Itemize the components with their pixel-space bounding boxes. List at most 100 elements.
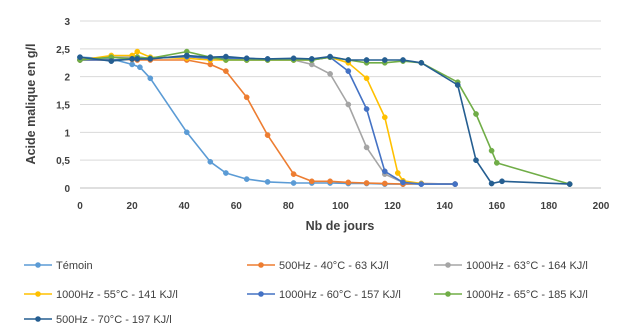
data-point <box>290 55 297 62</box>
data-point <box>290 171 297 177</box>
x-axis-title: Nb de jours <box>306 219 375 233</box>
series-6 <box>77 48 573 187</box>
data-point <box>345 68 352 74</box>
data-point <box>363 75 370 82</box>
data-point <box>134 48 141 55</box>
legend-item: Témoin <box>24 260 93 272</box>
legend-label: 1000Hz - 60°C - 157 KJ/l <box>279 289 401 301</box>
data-point <box>147 75 154 82</box>
legend-swatch-marker <box>445 262 451 268</box>
legend-label: 500Hz - 70°C - 197 KJ/l <box>56 314 172 326</box>
data-point <box>381 180 388 187</box>
data-point <box>264 56 271 62</box>
data-point <box>137 64 143 71</box>
series-line <box>80 55 456 185</box>
legend-label: 1000Hz - 65°C - 185 KJ/l <box>466 289 588 301</box>
y-tick-label: 0,5 <box>56 156 70 167</box>
y-tick-label: 2 <box>64 73 70 84</box>
legend-label: Témoin <box>56 260 93 272</box>
data-point <box>134 56 141 62</box>
data-point <box>454 82 461 88</box>
legend-swatch-marker <box>258 262 264 268</box>
legend-swatch-marker <box>35 262 41 268</box>
data-point <box>493 160 500 166</box>
x-tick-label: 0 <box>77 201 83 212</box>
data-point <box>473 111 479 117</box>
series-4 <box>77 48 425 187</box>
x-tick-label: 180 <box>541 201 558 212</box>
series-5 <box>77 53 458 187</box>
data-point <box>264 179 271 185</box>
series-line <box>80 58 456 185</box>
data-point <box>345 101 352 108</box>
data-point <box>77 54 83 61</box>
legend-swatch-marker <box>258 291 264 297</box>
y-tick-label: 1 <box>64 128 70 139</box>
data-point <box>308 178 315 185</box>
data-point <box>499 178 505 185</box>
data-point <box>452 181 458 187</box>
y-tick-label: 1,5 <box>56 101 70 112</box>
data-point <box>243 176 250 182</box>
x-tick-label: 80 <box>283 201 295 212</box>
data-point <box>223 170 229 176</box>
data-point <box>400 57 406 63</box>
y-tick-label: 2,5 <box>56 45 70 56</box>
x-tick-label: 40 <box>179 201 191 212</box>
series-line <box>79 50 422 185</box>
data-point <box>308 56 315 62</box>
legend-label: 500Hz - 40°C - 63 KJ/l <box>279 260 389 272</box>
x-tick-label: 120 <box>384 201 401 212</box>
data-point <box>394 170 401 176</box>
data-point <box>363 106 370 112</box>
x-tick-label: 160 <box>488 201 505 212</box>
data-point <box>400 179 406 186</box>
data-point <box>473 157 479 164</box>
data-point <box>223 53 229 60</box>
data-point <box>129 61 135 68</box>
data-point <box>488 147 495 154</box>
data-point <box>183 52 190 59</box>
data-point <box>108 58 115 64</box>
data-point <box>345 179 352 186</box>
data-point <box>381 57 388 63</box>
data-point <box>327 53 333 60</box>
x-tick-label: 100 <box>332 201 349 212</box>
data-point <box>183 129 190 136</box>
data-point <box>345 57 352 63</box>
legend-item: 500Hz - 40°C - 63 KJ/l <box>247 260 389 272</box>
x-tick-label: 60 <box>231 201 243 212</box>
grid-layer <box>80 20 601 161</box>
series-layer <box>77 48 573 187</box>
legend-swatch-marker <box>35 316 41 322</box>
data-point <box>363 180 370 186</box>
x-tick-label: 140 <box>436 201 453 212</box>
legend-item: 1000Hz - 55°C - 141 KJ/l <box>24 289 178 301</box>
data-point <box>327 178 333 185</box>
x-tick-label: 200 <box>593 201 610 212</box>
y-axis-title: Acide malique en g/l <box>24 44 38 165</box>
data-point <box>327 71 333 77</box>
series-7 <box>77 52 573 187</box>
legend-item: 1000Hz - 63°C - 164 KJ/l <box>434 260 588 272</box>
data-point <box>381 168 388 175</box>
data-point <box>418 59 425 66</box>
data-point <box>223 68 229 74</box>
y-tick-label: 0 <box>64 184 70 195</box>
tick-layer: 0 0,5 1 1,5 2 2,5 3 0 20 40 60 80 100 120 140 160 180 200 <box>56 17 610 212</box>
legend-swatch-marker <box>445 291 451 297</box>
legend: Témoin 500Hz - 40°C - 63 KJ/l 1000Hz - 63°… <box>24 260 588 326</box>
legend-item: 1000Hz - 60°C - 157 KJ/l <box>247 289 401 301</box>
data-point <box>566 181 573 187</box>
data-point <box>147 56 154 62</box>
data-point <box>290 180 297 186</box>
legend-label: 1000Hz - 63°C - 164 KJ/l <box>466 260 588 272</box>
data-point <box>243 55 250 62</box>
data-point <box>207 54 214 61</box>
data-point <box>264 132 271 138</box>
x-tick-label: 20 <box>127 201 139 212</box>
series-3 <box>77 53 458 187</box>
data-point <box>363 57 370 63</box>
